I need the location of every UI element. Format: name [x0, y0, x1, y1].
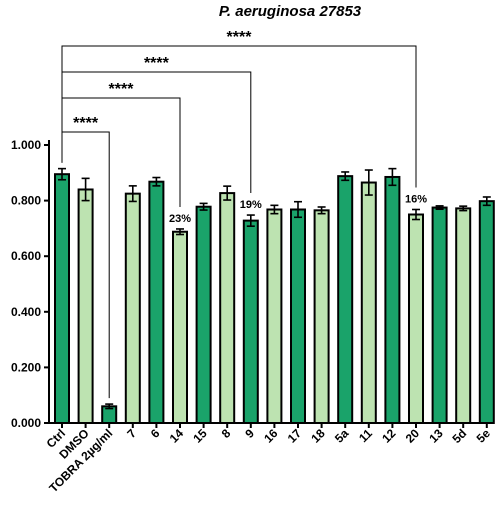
significance-brackets: **** **** **** **** — [61, 29, 417, 399]
significance-bracket — [61, 45, 417, 188]
bar — [408, 213, 424, 424]
bar — [478, 200, 495, 424]
bar — [195, 205, 212, 424]
bar — [124, 192, 141, 424]
x-tick-label: 14 — [167, 426, 187, 446]
x-tick-label: 5a — [332, 426, 352, 446]
bar — [172, 230, 188, 424]
significance-bracket — [61, 71, 252, 194]
bar — [148, 180, 165, 424]
bar — [242, 219, 259, 424]
x-tick-label: 12 — [379, 426, 399, 446]
x-tick-label: 5e — [474, 426, 494, 446]
x-tick-label: 11 — [356, 426, 375, 445]
x-tick-label: 20 — [403, 426, 423, 446]
significance-stars: **** — [109, 81, 135, 98]
bar — [360, 181, 377, 424]
bar — [54, 173, 70, 424]
y-tick-label: 0.400 — [11, 305, 41, 319]
x-tick-label: 16 — [261, 426, 281, 446]
bars: 23% 19% 16% — [54, 167, 495, 428]
x-tick-label: 15 — [190, 426, 210, 446]
y-tick-label: 1.000 — [11, 138, 41, 152]
x-tick-label: 17 — [285, 426, 305, 446]
x-tick-label: 18 — [308, 426, 328, 446]
bar — [313, 209, 330, 424]
x-tick-label: 5d — [450, 426, 470, 446]
x-tick-label: 8 — [219, 426, 234, 441]
percent-label: 23% — [169, 213, 191, 225]
y-tick-label: 0.200 — [11, 360, 41, 374]
x-tick-label: 9 — [242, 426, 257, 441]
y-tick-label: 0.000 — [11, 416, 41, 430]
x-tick-label: 13 — [426, 426, 446, 446]
bar — [266, 208, 283, 424]
percent-label: 19% — [240, 199, 262, 211]
chart-title: P. aeruginosa 27853 — [219, 3, 362, 20]
significance-stars: **** — [144, 55, 170, 72]
significance-stars: **** — [73, 115, 99, 132]
percent-label: 16% — [405, 193, 427, 205]
bar — [219, 192, 236, 424]
y-tick-label: 0.800 — [11, 194, 41, 208]
bar — [337, 175, 354, 424]
bar — [384, 175, 401, 424]
y-tick-label: 0.600 — [11, 249, 41, 263]
bar — [77, 188, 94, 424]
bar — [431, 206, 448, 424]
significance-stars: **** — [227, 29, 253, 46]
x-tick-label: 7 — [124, 426, 139, 441]
bar — [455, 207, 472, 424]
bar — [290, 208, 306, 424]
x-tick-label: 6 — [148, 426, 163, 441]
